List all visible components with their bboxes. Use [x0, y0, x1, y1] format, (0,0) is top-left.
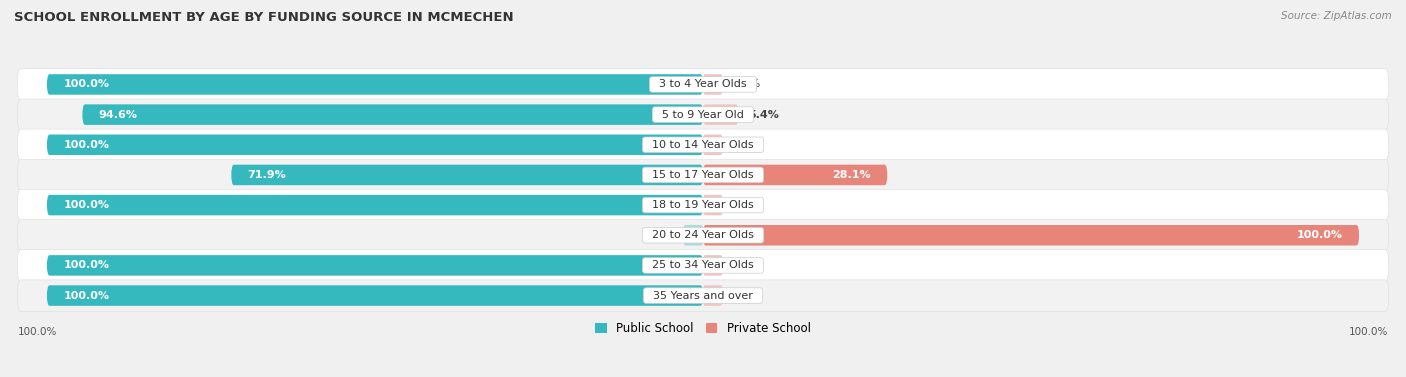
FancyBboxPatch shape — [46, 135, 703, 155]
Text: 0.0%: 0.0% — [733, 140, 761, 150]
FancyBboxPatch shape — [17, 159, 1389, 191]
Text: 18 to 19 Year Olds: 18 to 19 Year Olds — [645, 200, 761, 210]
Text: 0.0%: 0.0% — [733, 291, 761, 300]
Text: 0.0%: 0.0% — [733, 200, 761, 210]
Text: 28.1%: 28.1% — [832, 170, 870, 180]
FancyBboxPatch shape — [83, 104, 703, 125]
Text: 5.4%: 5.4% — [748, 110, 779, 120]
FancyBboxPatch shape — [703, 104, 738, 125]
FancyBboxPatch shape — [17, 219, 1389, 251]
FancyBboxPatch shape — [703, 285, 723, 306]
FancyBboxPatch shape — [231, 165, 703, 185]
Text: 71.9%: 71.9% — [247, 170, 287, 180]
FancyBboxPatch shape — [17, 69, 1389, 100]
Text: 100.0%: 100.0% — [63, 200, 110, 210]
Text: Source: ZipAtlas.com: Source: ZipAtlas.com — [1281, 11, 1392, 21]
FancyBboxPatch shape — [703, 165, 887, 185]
Text: SCHOOL ENROLLMENT BY AGE BY FUNDING SOURCE IN MCMECHEN: SCHOOL ENROLLMENT BY AGE BY FUNDING SOUR… — [14, 11, 513, 24]
FancyBboxPatch shape — [17, 129, 1389, 161]
Text: 100.0%: 100.0% — [63, 291, 110, 300]
Text: 94.6%: 94.6% — [98, 110, 138, 120]
Text: 20 to 24 Year Olds: 20 to 24 Year Olds — [645, 230, 761, 240]
Text: 0.0%: 0.0% — [648, 230, 676, 240]
Text: 100.0%: 100.0% — [63, 80, 110, 89]
FancyBboxPatch shape — [46, 255, 703, 276]
Text: 35 Years and over: 35 Years and over — [647, 291, 759, 300]
Text: 100.0%: 100.0% — [17, 327, 56, 337]
Text: 0.0%: 0.0% — [733, 80, 761, 89]
Text: 15 to 17 Year Olds: 15 to 17 Year Olds — [645, 170, 761, 180]
FancyBboxPatch shape — [703, 74, 723, 95]
FancyBboxPatch shape — [703, 255, 723, 276]
FancyBboxPatch shape — [703, 135, 723, 155]
Text: 100.0%: 100.0% — [63, 140, 110, 150]
FancyBboxPatch shape — [703, 195, 723, 215]
FancyBboxPatch shape — [17, 280, 1389, 311]
Text: 100.0%: 100.0% — [1350, 327, 1389, 337]
Text: 10 to 14 Year Olds: 10 to 14 Year Olds — [645, 140, 761, 150]
FancyBboxPatch shape — [17, 250, 1389, 281]
Legend: Public School, Private School: Public School, Private School — [591, 318, 815, 340]
FancyBboxPatch shape — [46, 195, 703, 215]
FancyBboxPatch shape — [46, 285, 703, 306]
FancyBboxPatch shape — [703, 225, 1360, 245]
FancyBboxPatch shape — [17, 99, 1389, 130]
Text: 0.0%: 0.0% — [733, 261, 761, 270]
FancyBboxPatch shape — [46, 74, 703, 95]
FancyBboxPatch shape — [683, 225, 703, 245]
Text: 25 to 34 Year Olds: 25 to 34 Year Olds — [645, 261, 761, 270]
Text: 5 to 9 Year Old: 5 to 9 Year Old — [655, 110, 751, 120]
Text: 100.0%: 100.0% — [63, 261, 110, 270]
FancyBboxPatch shape — [17, 189, 1389, 221]
Text: 100.0%: 100.0% — [1296, 230, 1343, 240]
Text: 3 to 4 Year Olds: 3 to 4 Year Olds — [652, 80, 754, 89]
